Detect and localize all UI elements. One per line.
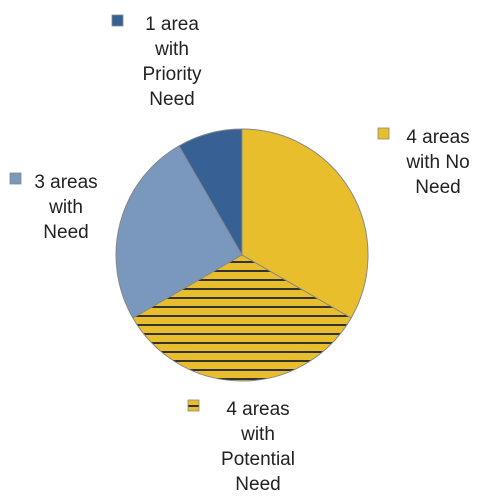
slice-label-line: Need <box>415 177 460 198</box>
slice-label-4: 1 area with Priority Need <box>111 14 202 110</box>
slice-label-line: Potential <box>221 449 295 470</box>
slice-label-3: 3 areas with Need <box>9 172 98 243</box>
slice-label-text-1: 4 areas with No Need <box>405 127 469 198</box>
slice-label-line: 4 areas <box>406 127 469 148</box>
pie-slice-2 <box>132 254 352 382</box>
slice-label-line: Priority <box>142 64 202 85</box>
slice-label-line: with No <box>405 152 469 173</box>
pie-slice-3 <box>115 145 243 319</box>
slice-label-text-4: 1 area with Priority Need <box>142 14 202 110</box>
slice-label-2: 4 areas with Potential Need <box>187 399 295 495</box>
slice-label-line: 4 areas <box>226 399 289 420</box>
legend-marker-4 <box>111 14 124 27</box>
slice-label-line: with <box>240 424 275 445</box>
slice-label-text-2: 4 areas with Potential Need <box>221 399 295 495</box>
slice-label-line: 3 areas <box>34 172 97 193</box>
slice-label-line: 1 area <box>145 14 199 35</box>
slice-label-line: Need <box>149 89 194 110</box>
pie-slice-4 <box>178 128 243 257</box>
slice-label-line: Need <box>235 474 280 495</box>
legend-marker-2 <box>187 399 200 412</box>
slice-label-line: with <box>154 39 189 60</box>
legend-marker-3 <box>9 172 22 185</box>
legend-marker-1 <box>377 127 390 140</box>
slice-label-line: with <box>48 197 83 218</box>
slice-label-1: 4 areas with No Need <box>377 127 470 198</box>
slice-label-text-3: 3 areas with Need <box>34 172 97 243</box>
slice-label-line: Need <box>43 222 88 243</box>
pie-slice-1 <box>241 128 369 319</box>
